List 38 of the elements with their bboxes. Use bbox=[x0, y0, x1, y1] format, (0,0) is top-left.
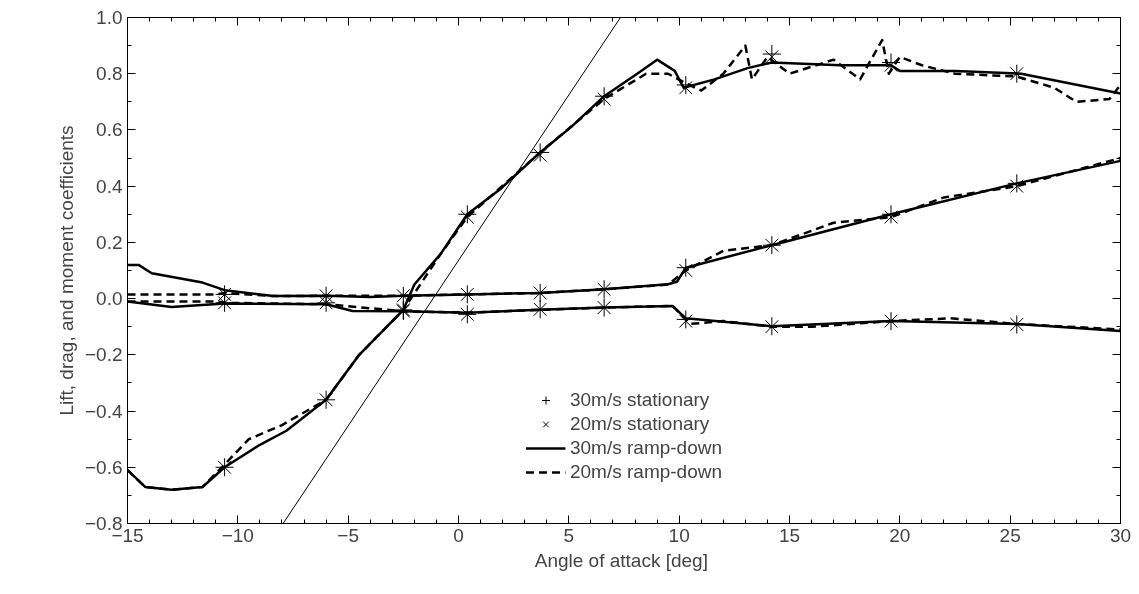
point bbox=[597, 92, 611, 106]
x-tick-label: −5 bbox=[337, 524, 360, 546]
legend-label: 30m/s ramp-down bbox=[569, 437, 723, 459]
y-tick-label: −0.6 bbox=[84, 456, 123, 478]
point bbox=[594, 86, 614, 106]
point bbox=[678, 80, 693, 95]
y-tick-label: 0.0 bbox=[96, 288, 123, 310]
x-tick-label: 20 bbox=[889, 524, 911, 546]
y-tick-label: 0.4 bbox=[96, 175, 123, 197]
x-tick-label: 25 bbox=[999, 524, 1021, 546]
point bbox=[884, 210, 898, 224]
point bbox=[764, 49, 779, 64]
x-tick-label: 30 bbox=[1109, 524, 1132, 546]
point bbox=[1009, 179, 1024, 194]
legend-label: 20m/s ramp-down bbox=[569, 461, 723, 483]
y-tick-label: −0.2 bbox=[84, 344, 123, 366]
x-tick-label: −10 bbox=[221, 524, 254, 546]
x-tick-label: 0 bbox=[453, 524, 464, 546]
y-tick-label: −0.4 bbox=[84, 400, 123, 422]
x-tick-label: 5 bbox=[563, 524, 575, 546]
point bbox=[881, 52, 901, 72]
point bbox=[457, 204, 477, 224]
legend-label: 20m/s stationary bbox=[569, 413, 710, 435]
legend-label: 30m/s stationary bbox=[569, 389, 710, 411]
x-tick-label: 10 bbox=[668, 524, 690, 546]
y-tick-label: 0.2 bbox=[96, 231, 123, 253]
x-tick-label: 15 bbox=[778, 524, 801, 546]
y-axis-title: Lift, drag, and moment coefficients bbox=[55, 125, 77, 416]
point bbox=[460, 210, 475, 224]
point bbox=[884, 58, 898, 73]
y-tick-label: 0.6 bbox=[96, 119, 123, 141]
point bbox=[533, 148, 548, 163]
point bbox=[530, 142, 550, 162]
y-tick-label: 0.8 bbox=[96, 63, 123, 85]
y-tick-label: 1.0 bbox=[96, 7, 123, 28]
point bbox=[678, 314, 693, 328]
x-axis-title: Angle of attack [deg] bbox=[534, 549, 708, 571]
point bbox=[676, 258, 696, 278]
